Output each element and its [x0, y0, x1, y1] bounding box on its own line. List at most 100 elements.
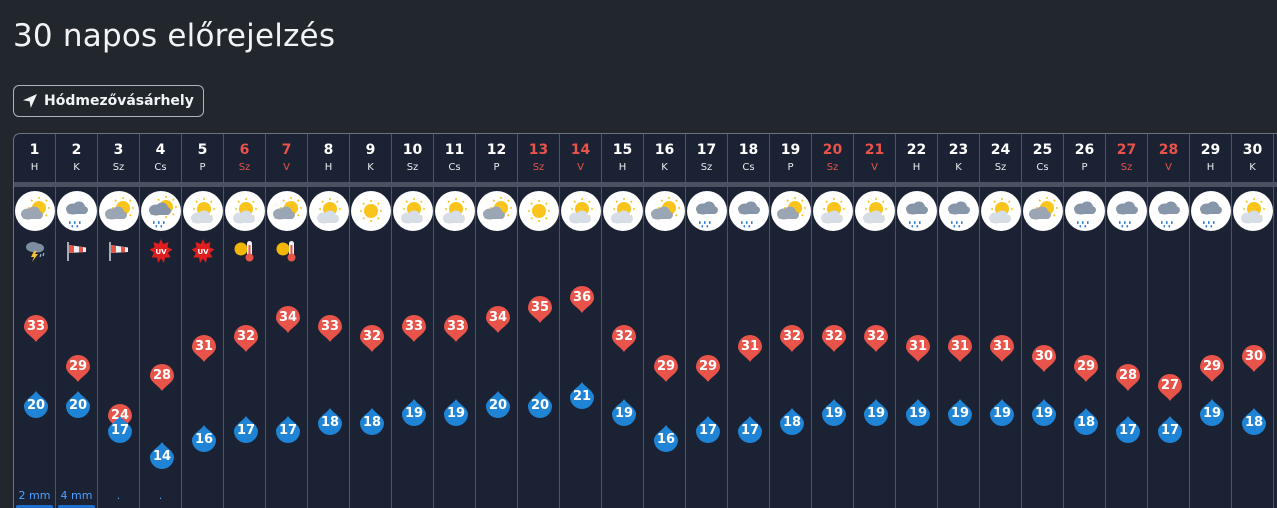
- day-column[interactable]: 25 Cs 30 19: [1022, 134, 1064, 508]
- day-number: 4: [155, 142, 166, 158]
- day-header: 18 Cs: [728, 134, 769, 182]
- day-of-week: K: [955, 162, 962, 173]
- day-of-week: Cs: [448, 162, 461, 173]
- day-column[interactable]: 7 V 34 17: [266, 134, 308, 508]
- min-temp-marker: 20: [485, 390, 511, 419]
- sun-cloud-icon: [435, 191, 475, 231]
- cloud-rain-icon: [57, 191, 97, 231]
- day-of-week: H: [912, 162, 921, 173]
- partly-cloudy-icon: [645, 191, 685, 231]
- day-column[interactable]: 5 P UV 31 16: [182, 134, 224, 508]
- day-of-week: Sz: [826, 162, 839, 173]
- day-column[interactable]: 21 V 32 19: [854, 134, 896, 508]
- sun-cloud-icon: [225, 191, 265, 231]
- day-column[interactable]: 9 K 32 18: [350, 134, 392, 508]
- day-column[interactable]: 16 K 29 16: [644, 134, 686, 508]
- day-column[interactable]: 20 Sz 32 19: [812, 134, 854, 508]
- max-temp-marker: 33: [443, 315, 469, 343]
- day-header: 14 V: [560, 134, 601, 182]
- day-number: 23: [948, 142, 969, 158]
- min-temp-value: 14: [152, 449, 172, 465]
- max-temp-value: 30: [1244, 348, 1264, 364]
- max-temp-value: 31: [908, 339, 928, 354]
- min-temp-value: 20: [488, 397, 508, 413]
- partly-cloudy-icon: [267, 191, 307, 231]
- day-number: 14: [570, 142, 591, 158]
- day-header: 10 Sz: [392, 134, 433, 182]
- svg-text:UV: UV: [155, 248, 167, 256]
- day-of-week: V: [577, 162, 584, 173]
- max-temp-marker: 29: [1199, 354, 1225, 383]
- precipitation-bar: [16, 505, 53, 508]
- day-of-week: P: [493, 162, 500, 173]
- day-column[interactable]: 18 Cs 31 17: [728, 134, 770, 508]
- max-temp-value: 31: [950, 339, 970, 354]
- cloud-rain-icon: [1065, 191, 1105, 231]
- min-temp-value: 17: [110, 423, 130, 439]
- max-temp-marker: 36: [569, 286, 595, 314]
- min-temp-marker: 19: [401, 399, 427, 427]
- day-of-week: Sz: [1120, 162, 1133, 173]
- day-column[interactable]: 12 P 34 20: [476, 134, 518, 508]
- max-temp-value: 35: [530, 299, 550, 315]
- day-number: 6: [239, 142, 250, 158]
- max-temp-marker: 33: [401, 315, 427, 343]
- day-column[interactable]: 24 Sz 31 19: [980, 134, 1022, 508]
- day-of-week: H: [618, 162, 627, 173]
- day-column[interactable]: 6 Sz 32 17: [224, 134, 266, 508]
- day-column[interactable]: 11 Cs 33 19: [434, 134, 476, 508]
- day-column[interactable]: 2 K 29 20 4 mm: [56, 134, 98, 508]
- day-column[interactable]: 3 Sz 24 17.: [98, 134, 140, 508]
- day-column[interactable]: 23 K 31 19: [938, 134, 980, 508]
- day-header: 26 P: [1064, 134, 1105, 182]
- day-column[interactable]: 14 V 36 21: [560, 134, 602, 508]
- day-of-week: P: [1081, 162, 1088, 173]
- max-temp-marker: 35: [527, 295, 553, 324]
- day-column[interactable]: 29 H 29 19: [1190, 134, 1232, 508]
- min-temp-value: 19: [404, 406, 424, 422]
- max-temp-value: 30: [1034, 348, 1054, 364]
- day-column[interactable]: 1 H 33 20 2 mm: [14, 134, 56, 508]
- day-number: 25: [1032, 142, 1053, 158]
- day-column[interactable]: 27 Sz 28 17: [1106, 134, 1148, 508]
- day-number: 22: [906, 142, 927, 158]
- cloud-rain-icon: [939, 191, 979, 231]
- day-column[interactable]: 13 Sz 35 20: [518, 134, 560, 508]
- day-number: 2: [71, 142, 82, 158]
- precipitation-amount: 4 mm: [60, 489, 93, 502]
- min-temp-marker: 20: [23, 390, 49, 419]
- day-column[interactable]: 19 P 32 18: [770, 134, 812, 508]
- max-temp-marker: 31: [905, 335, 931, 363]
- min-temp-marker: 19: [443, 399, 469, 427]
- min-temp-value: 18: [362, 414, 382, 430]
- max-temp-marker: 33: [23, 315, 49, 343]
- cloud-rain-icon: [687, 191, 727, 231]
- day-column[interactable]: 8 H 33 18: [308, 134, 350, 508]
- day-header: 22 H: [896, 134, 937, 182]
- day-column[interactable]: 4 Cs UV 28 14.: [140, 134, 182, 508]
- day-number: 16: [654, 142, 675, 158]
- day-column[interactable]: 17 Sz 29 17: [686, 134, 728, 508]
- day-column[interactable]: 28 V 27 17: [1148, 134, 1190, 508]
- max-temp-value: 32: [236, 329, 256, 345]
- min-temp-value: 20: [26, 397, 46, 413]
- max-temp-value: 31: [992, 339, 1012, 354]
- min-temp-value: 20: [530, 397, 550, 413]
- cloud-rain-icon: [729, 191, 769, 231]
- day-number: 13: [528, 142, 549, 158]
- max-temp-value: 29: [1202, 358, 1222, 374]
- day-column[interactable]: 15 H 32 19: [602, 134, 644, 508]
- day-column[interactable]: 10 Sz 33 19: [392, 134, 434, 508]
- location-label: Hódmezővásárhely: [44, 93, 194, 109]
- max-temp-marker: 28: [1115, 364, 1141, 392]
- day-column[interactable]: 26 P 29 18: [1064, 134, 1106, 508]
- max-temp-value: 32: [824, 329, 844, 345]
- svg-text:UV: UV: [197, 248, 209, 256]
- day-column[interactable]: 30 K 30 18: [1232, 134, 1274, 508]
- min-temp-value: 17: [740, 423, 760, 439]
- day-number: 27: [1116, 142, 1137, 158]
- day-column[interactable]: 22 H 31 19: [896, 134, 938, 508]
- location-button[interactable]: Hódmezővásárhely: [13, 85, 204, 117]
- day-of-week: Cs: [1036, 162, 1049, 173]
